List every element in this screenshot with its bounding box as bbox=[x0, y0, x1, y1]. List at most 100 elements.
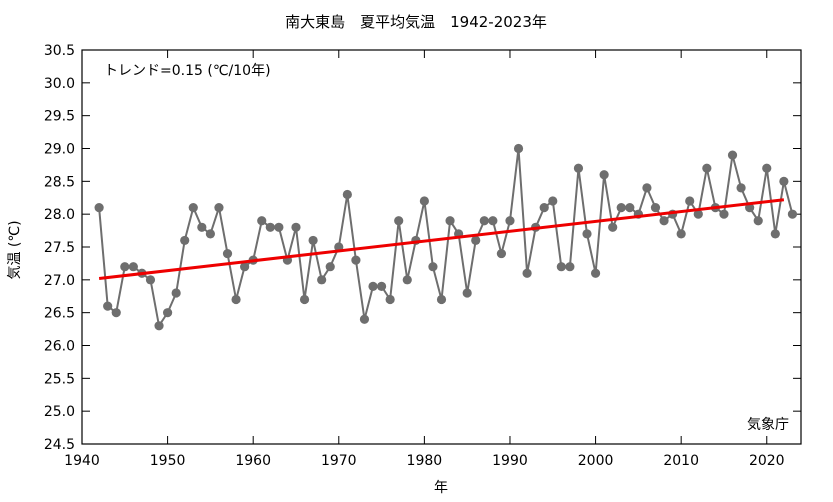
x-axis-label: 年 bbox=[434, 480, 448, 496]
data-point-1986 bbox=[471, 235, 481, 246]
tick-labels: 24.5 25.0 25.5 26.0 26.5 27.0 27.5 28.0 28.5 29.0… bbox=[44, 43, 785, 469]
data-point-2017 bbox=[736, 183, 746, 193]
data-point-1999 bbox=[582, 229, 592, 239]
x-tick-label-0: 1940 bbox=[64, 453, 100, 469]
data-point-1971 bbox=[342, 189, 352, 200]
x-tick-label-2: 1960 bbox=[235, 453, 271, 469]
x-tick-label-7: 2010 bbox=[663, 453, 699, 469]
y-tick-label-5: 27.0 bbox=[44, 273, 75, 289]
data-point-1962 bbox=[265, 222, 275, 232]
data-point-1998 bbox=[573, 163, 584, 173]
trend-line bbox=[98, 198, 785, 281]
data-point-2007 bbox=[650, 203, 661, 213]
y-tick-label-8: 28.5 bbox=[44, 174, 75, 190]
data-point-1978 bbox=[402, 275, 412, 285]
data-point-2020 bbox=[762, 163, 772, 173]
data-point-1977 bbox=[394, 216, 404, 226]
x-tick-label-6: 2000 bbox=[578, 453, 614, 469]
data-point-1996 bbox=[556, 262, 566, 272]
data-point-1961 bbox=[257, 216, 267, 226]
data-point-1990 bbox=[505, 216, 515, 226]
data-point-1952 bbox=[180, 235, 190, 246]
data-point-1946 bbox=[128, 262, 138, 272]
y-tick-label-1: 25.0 bbox=[44, 404, 75, 420]
data-point-1963 bbox=[274, 222, 284, 232]
data-points bbox=[94, 143, 798, 331]
data-point-2001 bbox=[599, 170, 609, 180]
data-point-2019 bbox=[753, 216, 763, 226]
data-point-1989 bbox=[496, 248, 507, 259]
data-point-2011 bbox=[685, 196, 695, 206]
y-tick-label-7: 28.0 bbox=[44, 207, 75, 223]
data-point-1958 bbox=[231, 294, 241, 305]
data-point-2016 bbox=[727, 150, 738, 160]
data-point-2022 bbox=[779, 176, 789, 186]
data-point-1988 bbox=[488, 216, 498, 226]
y-tick-label-6: 27.5 bbox=[44, 240, 75, 256]
data-point-1966 bbox=[299, 294, 310, 305]
x-tick-label-3: 1970 bbox=[321, 453, 357, 469]
data-point-1974 bbox=[368, 281, 378, 291]
plot-frame bbox=[81, 49, 802, 445]
data-point-1950 bbox=[162, 308, 173, 318]
data-point-1949 bbox=[154, 321, 164, 331]
series-line bbox=[98, 148, 794, 329]
data-point-1987 bbox=[479, 216, 489, 226]
data-point-2021 bbox=[770, 229, 780, 239]
data-point-1985 bbox=[462, 288, 472, 298]
data-point-1951 bbox=[171, 288, 181, 298]
data-point-1994 bbox=[539, 203, 549, 213]
data-point-2003 bbox=[616, 203, 626, 213]
data-point-1942 bbox=[94, 203, 104, 213]
data-point-1945 bbox=[120, 262, 130, 272]
data-point-1953 bbox=[188, 203, 198, 213]
y-axis-label: 気温 (℃) bbox=[7, 220, 23, 279]
data-point-1997 bbox=[565, 262, 575, 272]
data-point-1956 bbox=[214, 203, 224, 213]
data-point-1968 bbox=[317, 275, 327, 285]
data-point-1975 bbox=[376, 281, 387, 291]
y-tick-label-10: 29.5 bbox=[44, 109, 75, 125]
data-point-1957 bbox=[222, 248, 233, 259]
data-point-1965 bbox=[291, 222, 301, 232]
axis-ticks bbox=[81, 49, 801, 445]
y-tick-label-4: 26.5 bbox=[44, 306, 75, 322]
data-point-1982 bbox=[436, 294, 447, 305]
y-tick-label-11: 30.0 bbox=[44, 76, 75, 92]
data-point-2008 bbox=[659, 216, 669, 226]
trend-annotation: トレンド=0.15 (℃/10年) bbox=[104, 63, 271, 79]
data-point-1944 bbox=[111, 308, 121, 318]
data-point-2023 bbox=[787, 209, 798, 219]
y-tick-label-9: 29.0 bbox=[44, 142, 75, 158]
y-tick-label-3: 26.0 bbox=[44, 339, 75, 355]
data-point-1969 bbox=[325, 262, 335, 272]
data-point-2000 bbox=[590, 268, 601, 278]
data-point-2013 bbox=[702, 163, 712, 173]
y-tick-label-0: 24.5 bbox=[44, 437, 75, 453]
data-point-1955 bbox=[205, 229, 215, 239]
data-point-2006 bbox=[642, 183, 652, 193]
chart-title: 南大東島 夏平均気温 1942-2023年 bbox=[285, 13, 547, 31]
data-point-1967 bbox=[308, 235, 318, 246]
data-point-2015 bbox=[719, 209, 729, 219]
data-point-1948 bbox=[145, 275, 156, 285]
x-tick-label-4: 1980 bbox=[407, 453, 443, 469]
data-point-1981 bbox=[428, 262, 438, 272]
data-point-1992 bbox=[522, 268, 532, 278]
data-point-1954 bbox=[197, 222, 207, 232]
data-point-1973 bbox=[359, 314, 370, 324]
data-point-1980 bbox=[419, 196, 429, 206]
data-point-2004 bbox=[625, 203, 635, 213]
source-label: 気象庁 bbox=[747, 417, 789, 433]
x-tick-label-5: 1990 bbox=[492, 453, 528, 469]
data-point-1991 bbox=[513, 143, 524, 154]
data-point-1976 bbox=[385, 294, 395, 305]
x-tick-label-8: 2020 bbox=[749, 453, 785, 469]
x-tick-label-1: 1950 bbox=[150, 453, 186, 469]
data-point-1959 bbox=[240, 262, 250, 272]
data-point-1943 bbox=[103, 301, 113, 311]
data-point-2012 bbox=[693, 209, 703, 219]
y-tick-label-2: 25.5 bbox=[44, 371, 75, 387]
data-point-1995 bbox=[548, 196, 558, 206]
